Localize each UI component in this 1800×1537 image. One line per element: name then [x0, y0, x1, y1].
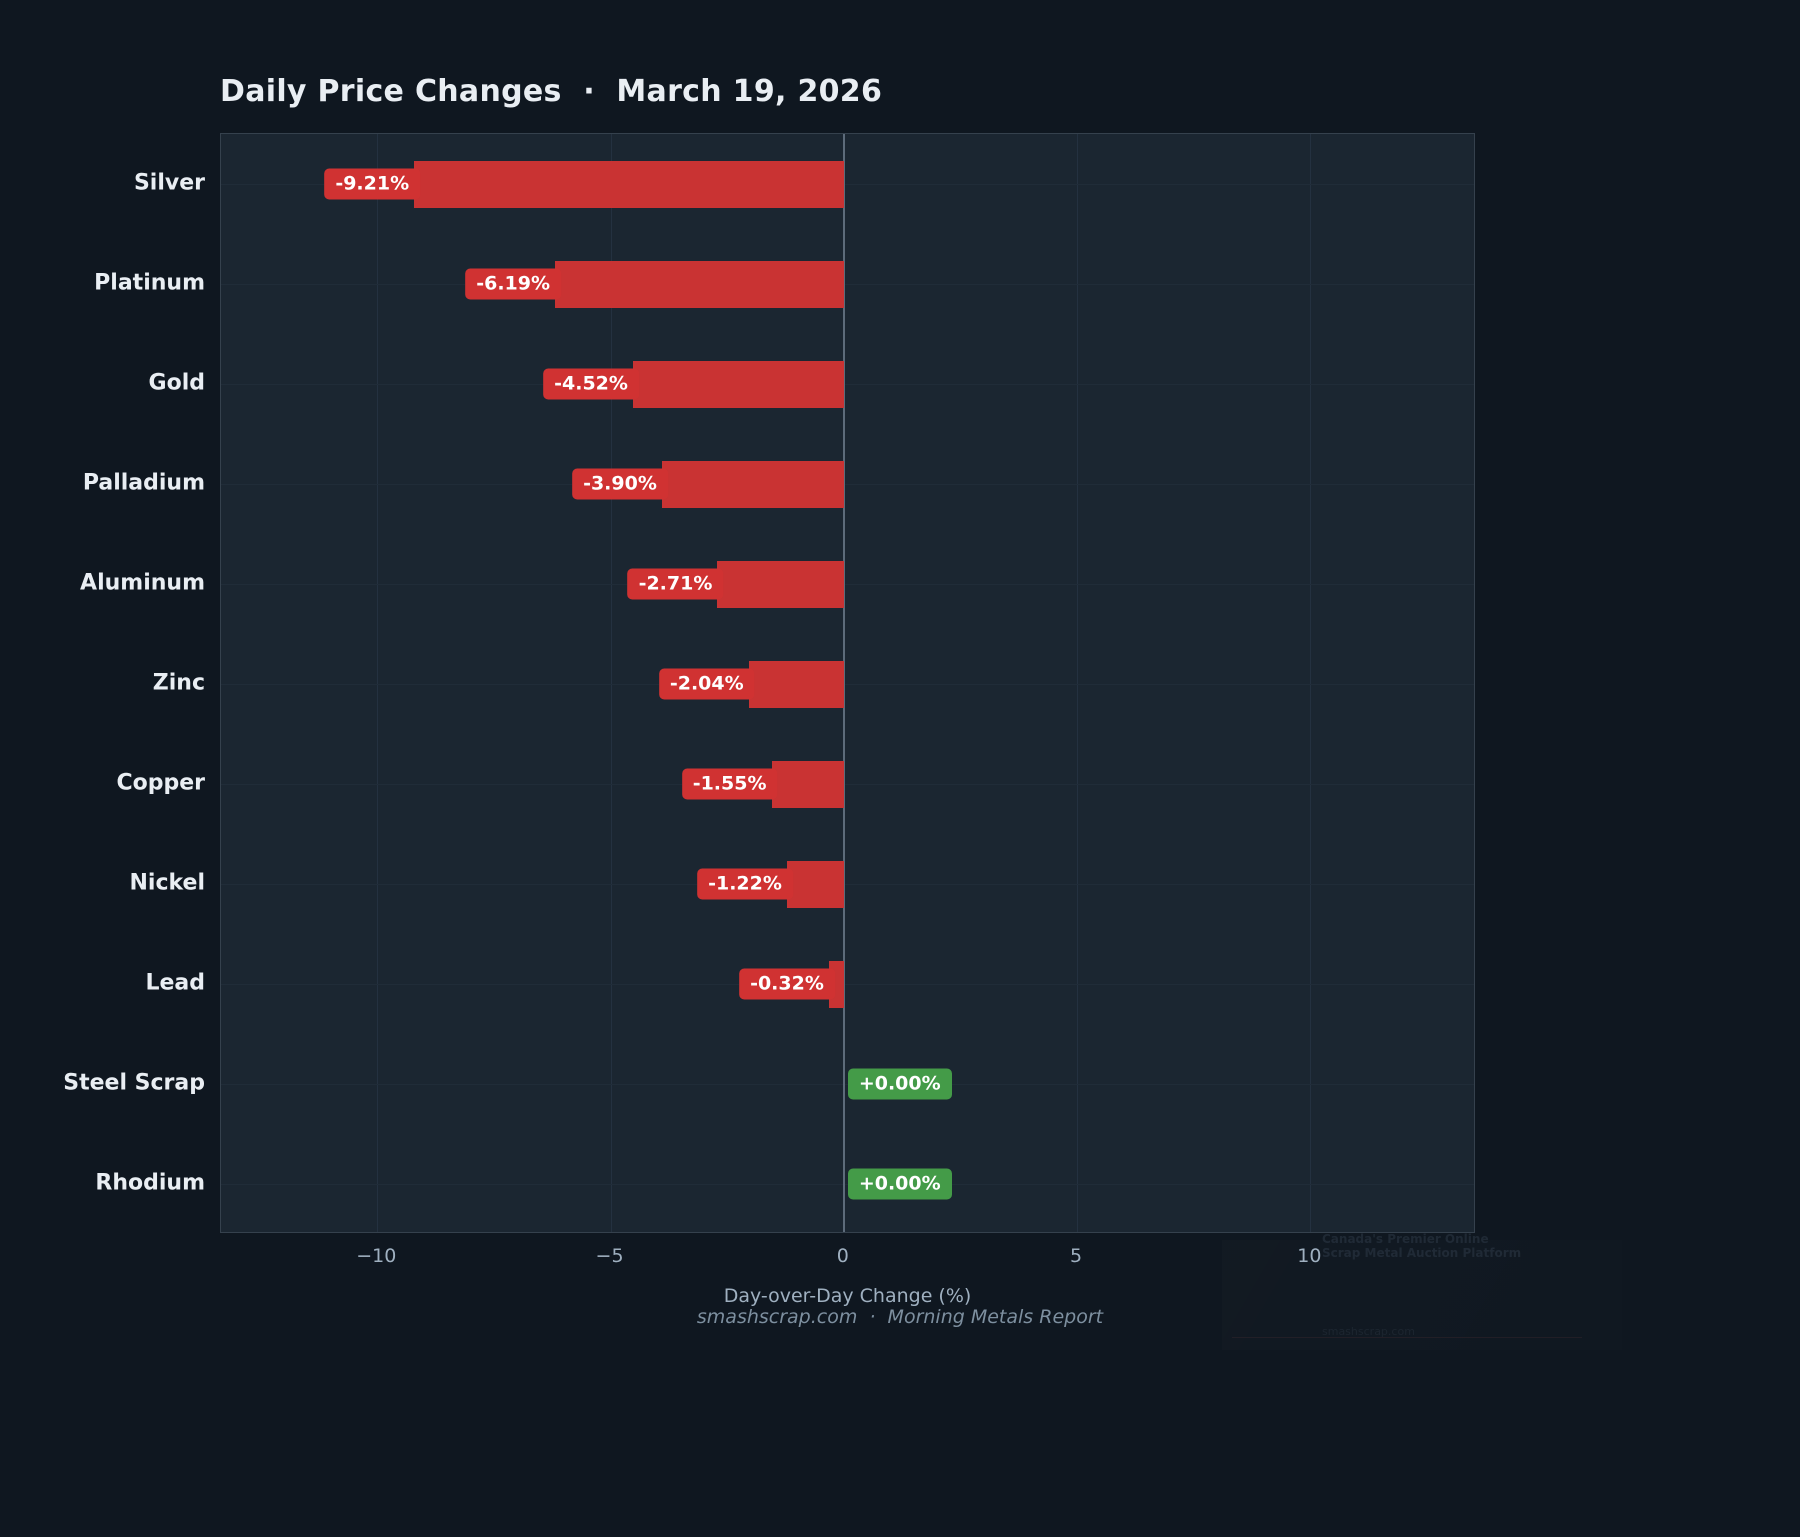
y-tick-label-nickel: Nickel: [129, 870, 206, 896]
gridline-vertical: [1077, 134, 1079, 1232]
y-tick-label-silver: Silver: [133, 170, 205, 196]
value-label-rhodium: +0.00%: [847, 1168, 952, 1200]
y-tick-label-zinc: Zinc: [152, 670, 205, 696]
bar-palladium[interactable]: [661, 460, 844, 508]
x-tick-label: 5: [1070, 1245, 1083, 1267]
gridline-horizontal: [221, 284, 1474, 285]
y-tick-label-copper: Copper: [116, 770, 205, 796]
value-label-aluminum: -2.71%: [627, 568, 724, 600]
value-label-zinc: -2.04%: [658, 668, 755, 700]
value-label-lead: -0.32%: [739, 968, 835, 1000]
value-label-platinum: -6.19%: [465, 268, 562, 300]
x-tick-label: 0: [836, 1245, 849, 1267]
y-tick-label-steel-scrap: Steel Scrap: [63, 1070, 205, 1096]
x-tick-label: −5: [595, 1245, 624, 1267]
gridline-horizontal: [221, 984, 1474, 985]
x-tick-label: 10: [1297, 1245, 1322, 1267]
bar-platinum[interactable]: [555, 260, 844, 308]
value-label-nickel: -1.22%: [697, 868, 793, 900]
plot-area: -9.21% -6.19% -4.52% -3.90% -2.71% -2.04% -1.5…: [220, 133, 1475, 1233]
gridline-horizontal: [221, 1084, 1474, 1085]
y-tick-label-rhodium: Rhodium: [95, 1170, 205, 1196]
value-label-steel-scrap: +0.00%: [847, 1068, 952, 1100]
value-label-silver: -9.21%: [324, 168, 421, 200]
gridline-horizontal: [221, 184, 1474, 185]
gridline-vertical: [1310, 134, 1312, 1232]
value-label-gold: -4.52%: [543, 368, 639, 400]
gridline-horizontal: [221, 384, 1474, 385]
gridline-horizontal: [221, 584, 1474, 585]
y-tick-label-lead: Lead: [145, 970, 205, 996]
y-tick-label-platinum: Platinum: [94, 270, 205, 296]
bar-silver[interactable]: [414, 160, 844, 208]
bar-nickel[interactable]: [786, 860, 844, 908]
y-tick-label-aluminum: Aluminum: [80, 570, 205, 596]
bar-copper[interactable]: [771, 760, 844, 808]
y-tick-label-gold: Gold: [148, 370, 205, 396]
bar-aluminum[interactable]: [717, 560, 844, 608]
gridline-horizontal: [221, 484, 1474, 485]
value-label-copper: -1.55%: [681, 768, 778, 800]
page-title: Daily Price Changes · March 19, 2026: [220, 74, 883, 109]
gridline-horizontal: [221, 684, 1474, 685]
footer-caption: smashscrap.com · Morning Metals Report: [696, 1306, 1104, 1328]
gridline-horizontal: [221, 784, 1474, 785]
x-tick-label: −10: [356, 1245, 397, 1267]
zero-reference-line: [842, 134, 845, 1232]
x-axis-title: Day-over-Day Change (%): [723, 1285, 972, 1307]
gridline-horizontal: [221, 884, 1474, 885]
y-axis-labels: Silver Platinum Gold Palladium Aluminum Zinc C…: [0, 133, 205, 1233]
gridline-vertical: [610, 134, 612, 1232]
value-label-palladium: -3.90%: [572, 468, 668, 500]
bar-zinc[interactable]: [748, 660, 844, 708]
gridline-horizontal: [221, 1184, 1474, 1185]
watermark-text: Canada's Premier Online Scrap Metal Auct…: [1322, 1232, 1522, 1260]
gridline-vertical: [377, 134, 379, 1232]
y-tick-label-palladium: Palladium: [82, 470, 205, 496]
bar-gold[interactable]: [632, 360, 844, 408]
